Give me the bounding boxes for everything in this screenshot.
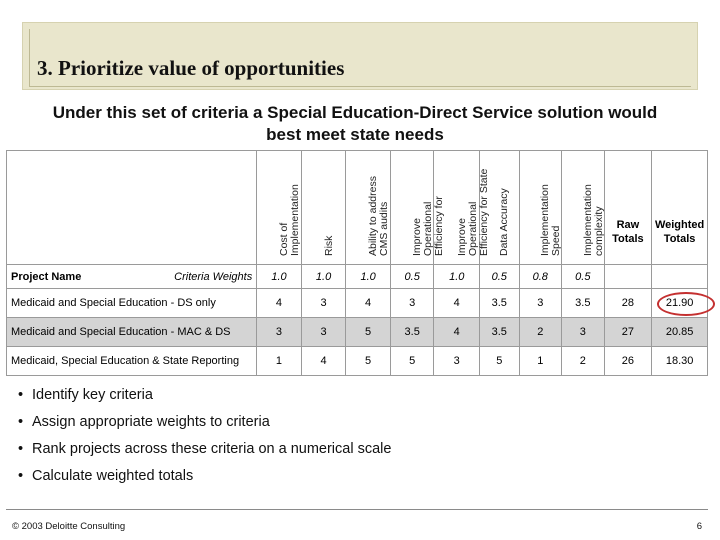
list-item: Identify key criteria bbox=[18, 386, 391, 413]
weighted-total-cell: 18.30 bbox=[651, 346, 708, 376]
footer-divider bbox=[6, 509, 708, 510]
score-cell: 4 bbox=[300, 346, 347, 376]
criteria-weights-label: Criteria Weights bbox=[174, 270, 253, 283]
weighted-totals-header: Weighted Totals bbox=[651, 150, 708, 265]
raw-total-cell: 27 bbox=[603, 317, 653, 347]
score-cell: 3.5 bbox=[389, 317, 435, 347]
table-row: Medicaid and Special Education - MAC & D… bbox=[5, 317, 708, 347]
score-cell: 2 bbox=[561, 346, 605, 376]
criterion-header: Ability to address CMS audits bbox=[367, 176, 391, 256]
table-row: Medicaid and Special Education - DS only… bbox=[5, 288, 708, 318]
project-name-cell: Medicaid and Special Education - DS only bbox=[5, 288, 258, 318]
score-cell: 4 bbox=[433, 317, 481, 347]
weight-cell: 1.0 bbox=[256, 264, 302, 289]
raw-totals-header: Raw Totals bbox=[603, 150, 653, 265]
bullet-list: Identify key criteria Assign appropriate… bbox=[18, 386, 391, 494]
raw-total-cell: 26 bbox=[603, 346, 653, 376]
score-cell: 3 bbox=[518, 288, 563, 318]
title-banner: 3. Prioritize value of opportunities bbox=[22, 22, 698, 90]
score-cell: 3 bbox=[256, 317, 302, 347]
criterion-header: Implementation complexity bbox=[581, 184, 605, 256]
criterion-header: Cost of Implementation bbox=[277, 184, 301, 256]
criterion-header: Implementation Speed bbox=[539, 184, 563, 256]
weight-blank-cell bbox=[603, 264, 653, 289]
weight-cell: 1.0 bbox=[345, 264, 391, 289]
raw-total-cell: 28 bbox=[603, 288, 653, 318]
score-cell: 4 bbox=[345, 288, 391, 318]
weight-cell: 0.8 bbox=[518, 264, 563, 289]
title-banner-frame bbox=[29, 29, 691, 87]
score-cell: 3 bbox=[561, 317, 605, 347]
weight-cell: 1.0 bbox=[300, 264, 347, 289]
weight-cell: 0.5 bbox=[479, 264, 520, 289]
score-cell: 5 bbox=[479, 346, 520, 376]
score-cell: 3 bbox=[300, 288, 347, 318]
weight-cell: 1.0 bbox=[433, 264, 481, 289]
score-cell: 3.5 bbox=[479, 288, 520, 318]
header-blank-cell bbox=[5, 150, 258, 265]
criterion-header: Data Accuracy bbox=[498, 188, 511, 256]
list-item: Assign appropriate weights to criteria bbox=[18, 413, 391, 440]
list-item: Rank projects across these criteria on a… bbox=[18, 440, 391, 467]
score-cell: 5 bbox=[345, 317, 391, 347]
score-cell: 5 bbox=[345, 346, 391, 376]
weight-blank-cell bbox=[651, 264, 708, 289]
top-score-highlight-circle bbox=[657, 292, 715, 316]
criterion-header: Risk bbox=[322, 235, 335, 256]
page-number: 6 bbox=[696, 521, 702, 532]
weight-cell: 0.5 bbox=[389, 264, 435, 289]
score-cell: 3 bbox=[300, 317, 347, 347]
score-cell: 3 bbox=[389, 288, 435, 318]
criteria-table: Cost of Implementation Risk Ability to a… bbox=[5, 150, 708, 376]
score-cell: 1 bbox=[256, 346, 302, 376]
project-name-label: Project Name bbox=[11, 270, 82, 283]
project-name-cell: Medicaid and Special Education - MAC & D… bbox=[5, 317, 258, 347]
list-item: Calculate weighted totals bbox=[18, 467, 391, 494]
weight-cell: 0.5 bbox=[561, 264, 605, 289]
score-cell: 4 bbox=[433, 288, 481, 318]
criteria-header-row: Cost of Implementation Risk Ability to a… bbox=[5, 150, 708, 265]
weighted-total-cell: 20.85 bbox=[651, 317, 708, 347]
table-row: Medicaid, Special Education & State Repo… bbox=[5, 346, 708, 376]
score-cell: 5 bbox=[389, 346, 435, 376]
score-cell: 3 bbox=[433, 346, 481, 376]
criteria-weights-row: Project Name Criteria Weights 1.0 1.0 1.… bbox=[5, 264, 708, 289]
score-cell: 3.5 bbox=[561, 288, 605, 318]
slide-subtitle: Under this set of criteria a Special Edu… bbox=[52, 103, 658, 144]
project-name-cell: Medicaid, Special Education & State Repo… bbox=[5, 346, 258, 376]
slide-title: 3. Prioritize value of opportunities bbox=[37, 56, 345, 80]
score-cell: 3.5 bbox=[479, 317, 520, 347]
score-cell: 1 bbox=[518, 346, 563, 376]
footer-copyright: © 2003 Deloitte Consulting bbox=[12, 521, 126, 532]
score-cell: 2 bbox=[518, 317, 563, 347]
score-cell: 4 bbox=[256, 288, 302, 318]
criteria-table-container: Cost of Implementation Risk Ability to a… bbox=[5, 150, 715, 376]
